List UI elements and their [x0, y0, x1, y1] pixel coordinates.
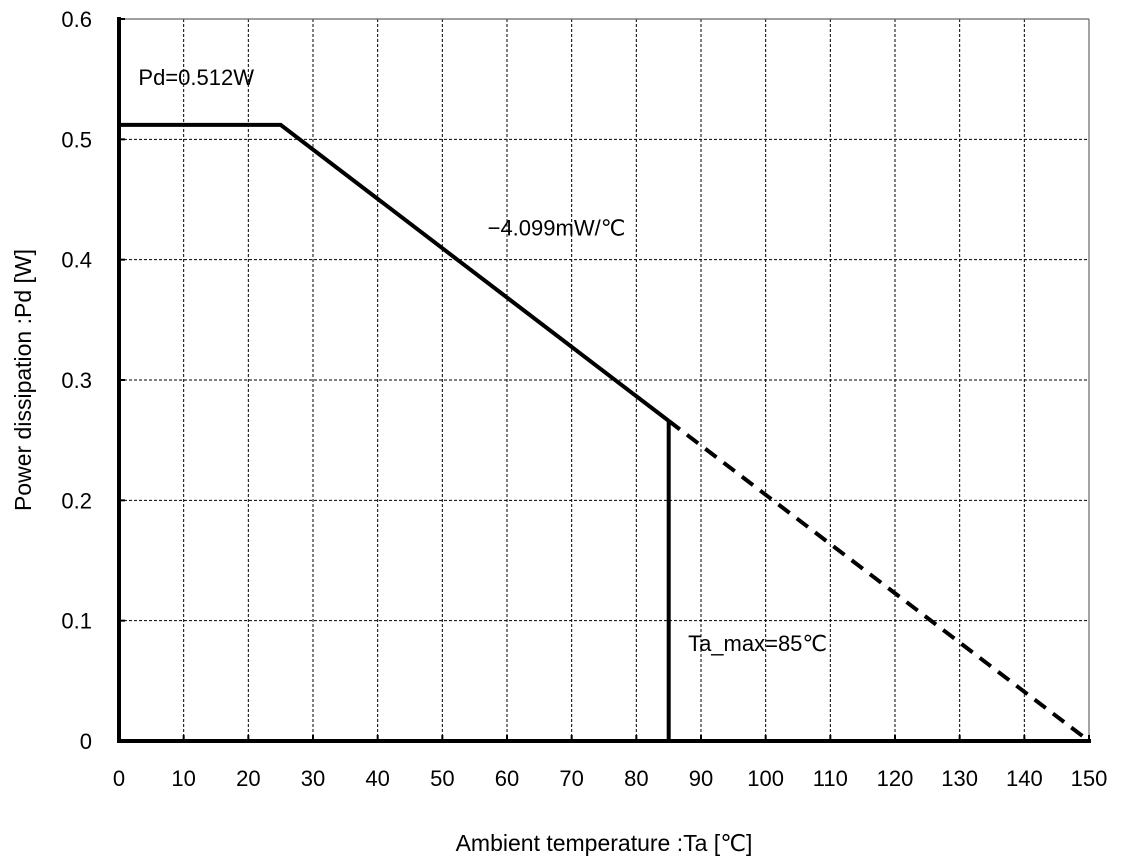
x-tick-label: 110	[813, 766, 848, 791]
y-tick-label: 0.5	[61, 127, 92, 152]
y-tick-label: 0.1	[61, 609, 92, 634]
x-tick-label: 30	[301, 766, 325, 791]
x-tick-label: 80	[624, 766, 648, 791]
grid	[119, 19, 1089, 741]
plot-frame	[117, 17, 1091, 743]
y-axis-label: Power dissipation :Pd [W]	[10, 249, 36, 511]
x-tick-label: 140	[1006, 766, 1043, 791]
series-line-0	[119, 122, 670, 423]
x-axis-label: Ambient temperature :Ta [℃]	[456, 830, 753, 856]
y-tick-label: 0.3	[61, 368, 92, 393]
series-line-1	[667, 419, 1091, 743]
x-tick-label: 10	[171, 766, 195, 791]
annotation-label-2: Ta_max=85℃	[688, 631, 827, 656]
annotation-label-0: Pd=0.512W	[138, 65, 254, 90]
x-tick-label: 90	[689, 766, 713, 791]
series-group	[119, 122, 1091, 743]
x-tick-label: 0	[113, 766, 125, 791]
x-tick-label: 70	[559, 766, 583, 791]
x-tick-label: 120	[877, 766, 914, 791]
y-tick-label: 0	[80, 729, 92, 754]
x-tick-label: 130	[941, 766, 978, 791]
annotations: Pd=0.512W −4.099mW/℃ Ta_max=85℃	[138, 65, 827, 656]
y-tick-label: 0.6	[61, 7, 92, 32]
x-tick-label: 150	[1071, 766, 1108, 791]
x-tick-label: 50	[430, 766, 454, 791]
x-tick-label: 60	[495, 766, 519, 791]
annotation-label-1: −4.099mW/℃	[488, 216, 626, 241]
y-tick-label: 0.4	[61, 248, 92, 273]
y-tick-labels: 0 0.1 0.2 0.3 0.4 0.5 0.6	[61, 7, 92, 754]
y-tick-label: 0.2	[61, 488, 92, 513]
x-tick-label: 20	[236, 766, 260, 791]
x-tick-labels: 0 10 20 30 40 50 60 70 80 90 100 110 120 130 140 150	[113, 766, 1107, 791]
x-tick-label: 100	[747, 766, 784, 791]
x-tick-label: 40	[365, 766, 389, 791]
